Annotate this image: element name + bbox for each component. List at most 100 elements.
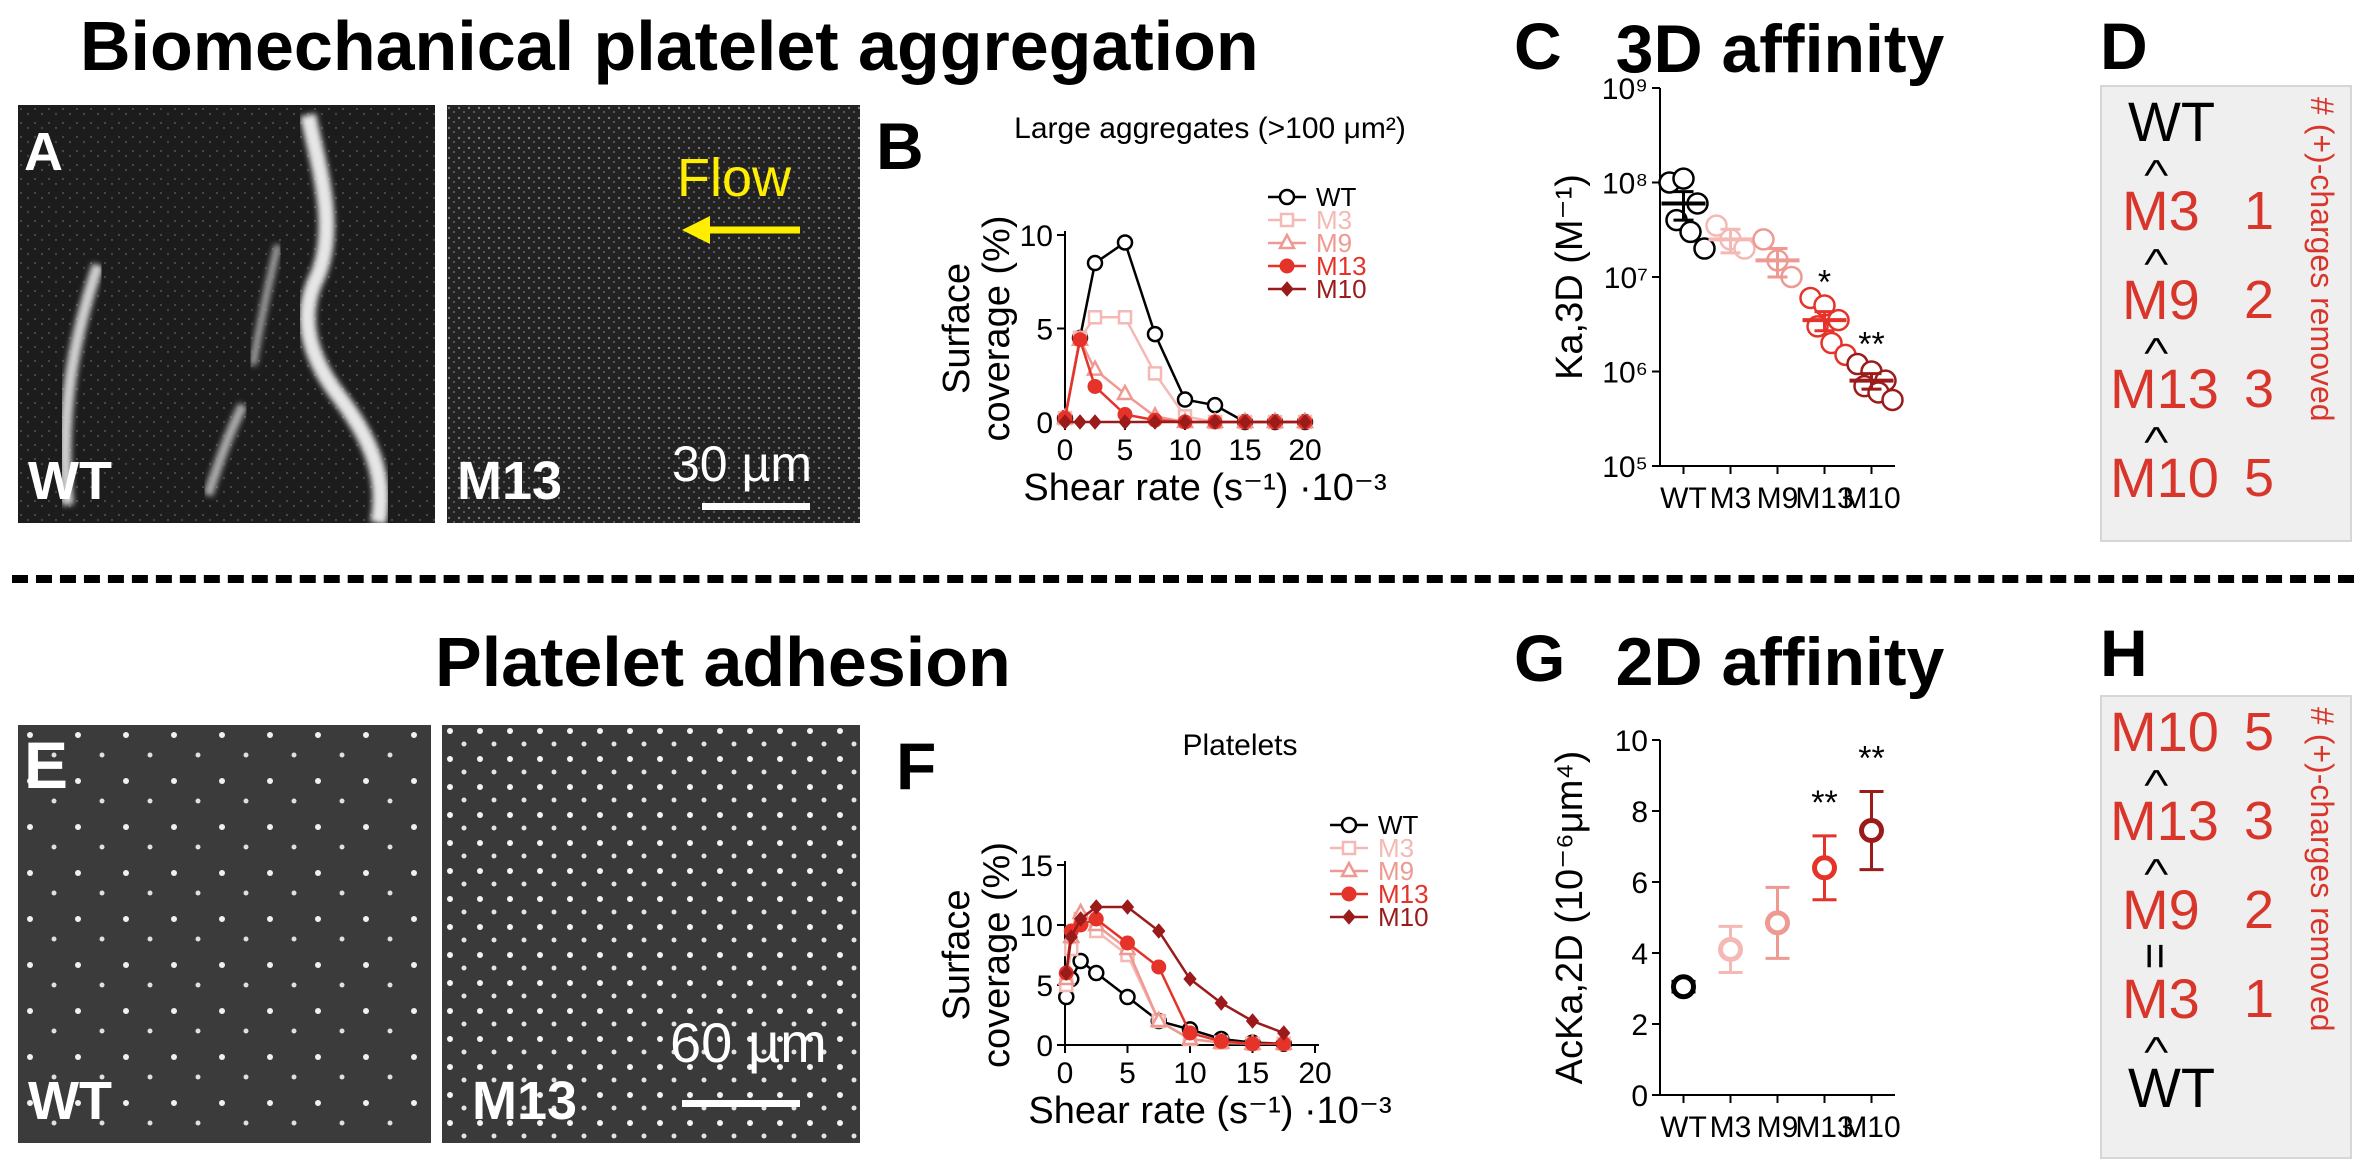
data-point-m10	[1183, 971, 1197, 987]
y-tick-label: 10⁷	[1604, 262, 1648, 295]
y-tick-label: 10	[1020, 220, 1053, 253]
order-separator: >	[2129, 247, 2182, 267]
charges-removed-count: 1	[2244, 181, 2275, 241]
order-separator: >	[2129, 1035, 2182, 1055]
legend-marker	[1342, 909, 1356, 925]
data-point-wt	[1206, 396, 1224, 414]
y-tick-label: 0	[1631, 1080, 1648, 1113]
image-label-wt-adhesion: WT	[28, 1071, 112, 1131]
data-point-m10	[1073, 911, 1088, 927]
significance-mark: *	[1818, 264, 1831, 302]
significance-mark: **	[1858, 326, 1884, 364]
data-point-m10	[1058, 414, 1072, 430]
y-tick-label: 10⁶	[1602, 357, 1648, 390]
data-point-m10	[1088, 414, 1102, 430]
order-item-m3: M3	[2122, 179, 2200, 242]
y-axis-label: coverage (%)	[976, 216, 1018, 442]
x-tick-label: M9	[1757, 482, 1799, 515]
micrograph-wt-aggregation: A WT	[18, 105, 435, 523]
y-tick-label: 5	[1036, 314, 1053, 347]
x-tick-label: WT	[1660, 482, 1707, 515]
order-item-m9: M9	[2122, 878, 2200, 941]
y-axis-label-group: Ka,3D (M⁻¹)	[1549, 174, 1591, 380]
y-axis-label: Surface	[936, 263, 978, 394]
micrograph-wt-adhesion: E WT	[18, 725, 431, 1143]
data-point-wt	[1116, 234, 1134, 251]
data-point-wt	[1176, 391, 1194, 408]
y-tick-label: 10⁸	[1602, 168, 1648, 201]
data-point-m13	[1245, 1036, 1260, 1052]
data-point-m10	[1268, 414, 1282, 430]
x-tick-label: 15	[1228, 434, 1261, 467]
order-separator: >	[2129, 768, 2182, 788]
panel-letter-h: H	[2100, 616, 2148, 690]
legend-label-m13: M13	[1316, 251, 1367, 281]
x-tick-label: M10	[1842, 482, 1900, 515]
series-line-wt	[1065, 959, 1284, 1046]
chart-b-aggregates: Large aggregates (>100 μm²)0 5 10 15 200510S…	[936, 112, 1406, 509]
order-item-m10: M10	[2110, 700, 2219, 763]
legend-label-m9: M9	[1316, 228, 1352, 258]
panel-letter-a: A	[24, 122, 63, 182]
data-point-m9	[1765, 910, 1790, 936]
charges-removed-count: 2	[2244, 880, 2275, 940]
order-separator: >	[2129, 336, 2182, 356]
charges-removed-count: 5	[2244, 702, 2275, 762]
data-point-m9	[1115, 383, 1135, 401]
bottom-section-title: Platelet adhesion	[435, 623, 1011, 701]
significance-mark: **	[1858, 739, 1884, 777]
y-tick-label: 2	[1631, 1009, 1648, 1042]
y-axis-label: Surface	[936, 890, 978, 1021]
x-tick-label: M13	[1795, 1111, 1853, 1144]
x-tick-label: M13	[1795, 482, 1853, 515]
legend-label-wt: WT	[1378, 810, 1419, 840]
significance-mark: **	[1811, 784, 1837, 822]
data-point-m3	[1718, 936, 1743, 962]
order-box-top: WT > M3 1 > M9 2 > M13 3 > M10 5 # (+)-charges remove…	[2100, 85, 2352, 542]
data-point-m10	[1277, 1025, 1291, 1041]
charges-removed-count: 1	[2244, 969, 2275, 1029]
legend-marker	[1280, 281, 1294, 297]
panel-letter-d: D	[2100, 9, 2148, 83]
data-point-m3	[1147, 366, 1163, 381]
x-tick-label: 5	[1119, 1057, 1136, 1090]
order-item-wt: WT	[2128, 90, 2216, 153]
x-tick-label: WT	[1660, 1111, 1707, 1144]
x-tick-label: 20	[1298, 1057, 1331, 1090]
data-point-m10	[1073, 414, 1087, 430]
y-axis-label-group: AcKa,2D (10⁻⁶μm⁴)	[1549, 751, 1591, 1085]
legend-label-m9: M9	[1378, 856, 1414, 886]
panel-letter-f: F	[896, 729, 937, 803]
x-axis-label: Shear rate (s⁻¹) ·10⁻³	[1028, 1090, 1391, 1132]
y-axis-label: Ka,3D (M⁻¹)	[1549, 174, 1591, 380]
data-point-m3	[1117, 310, 1133, 325]
micrograph-m13-aggregation: Flow M13 30 µm	[447, 105, 860, 523]
legend-marker	[1277, 232, 1297, 250]
x-tick-label: M3	[1710, 482, 1752, 515]
data-point-m10	[1178, 414, 1192, 430]
data-point-m9	[1149, 1010, 1168, 1028]
data-point-wt	[1119, 988, 1136, 1006]
legend-marker	[1339, 860, 1359, 878]
data-point-wt	[1693, 237, 1716, 260]
y-tick-label: 10⁹	[1602, 73, 1648, 106]
x-tick-label: 0	[1057, 1057, 1074, 1090]
x-tick-label: 20	[1288, 434, 1321, 467]
charges-removed-count: 5	[2244, 448, 2275, 508]
platelet-speckle	[447, 105, 860, 523]
scale-label-60um: 60 µm	[670, 1011, 827, 1074]
data-point-m10	[1859, 818, 1884, 844]
series-line-m10	[1065, 905, 1285, 1035]
legend-marker	[1340, 816, 1358, 834]
order-box-bottom: M10 5 > M13 3 > M9 2 = M3 1 > WT # (+)-charges remove…	[2100, 695, 2352, 1159]
data-point-m10	[1245, 1013, 1260, 1029]
data-point-wt	[1672, 167, 1695, 190]
x-tick-label: M3	[1710, 1111, 1752, 1144]
data-point-wt	[1146, 325, 1164, 343]
order-item-m9: M9	[2122, 268, 2200, 331]
data-point-wt	[1671, 974, 1696, 1000]
legend-marker	[1341, 886, 1357, 902]
data-point-m10	[1064, 929, 1078, 945]
